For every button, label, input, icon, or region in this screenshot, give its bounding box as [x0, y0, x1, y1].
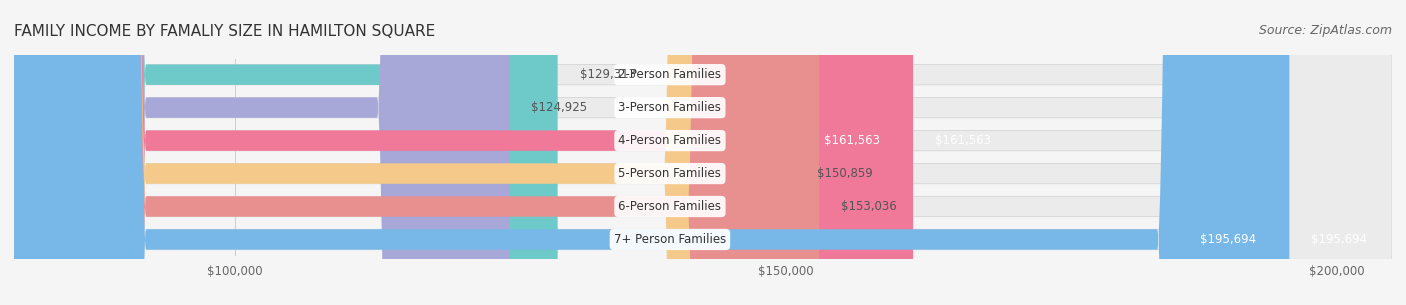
- Text: $195,694: $195,694: [1312, 233, 1368, 246]
- Text: $150,859: $150,859: [817, 167, 873, 180]
- Text: 3-Person Families: 3-Person Families: [619, 101, 721, 114]
- FancyBboxPatch shape: [14, 0, 796, 305]
- FancyBboxPatch shape: [14, 0, 1392, 305]
- FancyBboxPatch shape: [14, 0, 509, 305]
- FancyBboxPatch shape: [14, 0, 820, 305]
- FancyBboxPatch shape: [14, 0, 1392, 305]
- Text: 4-Person Families: 4-Person Families: [619, 134, 721, 147]
- FancyBboxPatch shape: [14, 0, 1289, 305]
- Text: FAMILY INCOME BY FAMALIY SIZE IN HAMILTON SQUARE: FAMILY INCOME BY FAMALIY SIZE IN HAMILTO…: [14, 24, 436, 39]
- Text: $195,694: $195,694: [1201, 233, 1257, 246]
- Text: $124,925: $124,925: [531, 101, 588, 114]
- Text: 2-Person Families: 2-Person Families: [619, 68, 721, 81]
- FancyBboxPatch shape: [14, 0, 1392, 305]
- Text: $161,563: $161,563: [824, 134, 880, 147]
- Text: $161,563: $161,563: [935, 134, 991, 147]
- FancyBboxPatch shape: [14, 0, 912, 305]
- Text: Source: ZipAtlas.com: Source: ZipAtlas.com: [1258, 24, 1392, 38]
- FancyBboxPatch shape: [14, 0, 1392, 305]
- Text: 5-Person Families: 5-Person Families: [619, 167, 721, 180]
- FancyBboxPatch shape: [14, 0, 558, 305]
- FancyBboxPatch shape: [14, 0, 1392, 305]
- Text: $153,036: $153,036: [841, 200, 897, 213]
- Text: 7+ Person Families: 7+ Person Families: [614, 233, 725, 246]
- FancyBboxPatch shape: [14, 0, 1392, 305]
- Text: $129,313: $129,313: [579, 68, 636, 81]
- Text: 6-Person Families: 6-Person Families: [619, 200, 721, 213]
